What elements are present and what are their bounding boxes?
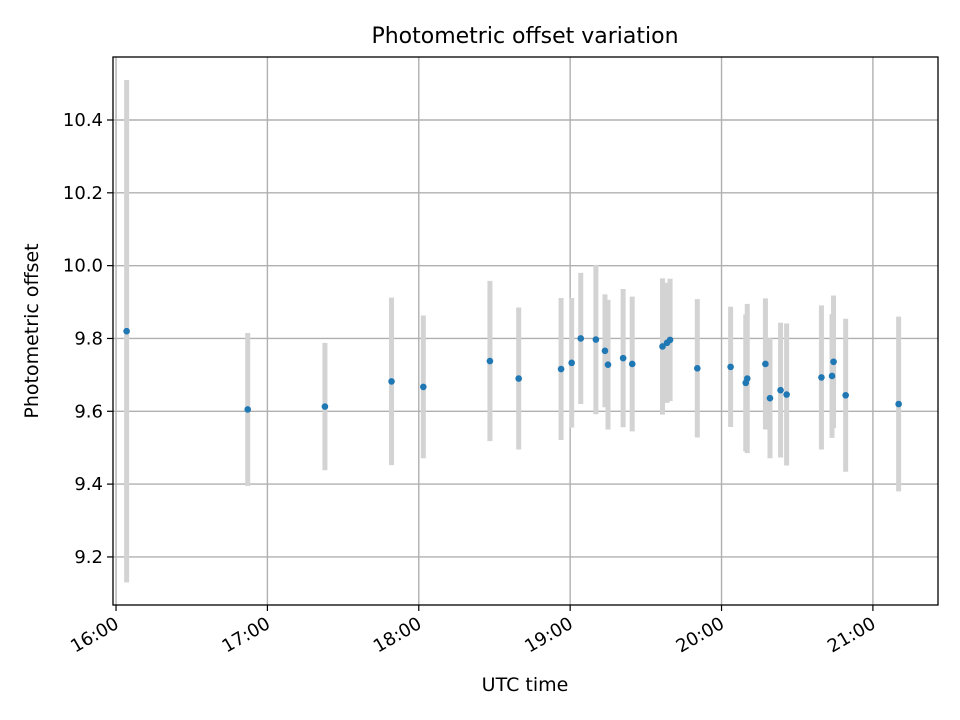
plot-frame <box>112 56 939 606</box>
chart-title: Photometric offset variation <box>371 24 678 49</box>
data-point <box>568 359 575 367</box>
y-axis-label: Photometric offset <box>21 243 43 418</box>
y-tick-label: 10.4 <box>63 110 103 131</box>
data-points <box>123 327 902 413</box>
y-tick-label: 9.2 <box>74 547 103 568</box>
data-point <box>388 378 395 385</box>
data-point <box>666 336 674 344</box>
y-tick-label: 10.2 <box>63 183 103 204</box>
data-point <box>592 336 600 343</box>
y-tick-label: 9.4 <box>74 474 103 495</box>
data-point <box>727 363 734 371</box>
y-axis: 9.2 9.4 9.6 9.8 10.0 10.2 10.4 <box>63 110 113 568</box>
y-tick-label: 9.8 <box>74 328 103 349</box>
data-point <box>895 400 902 408</box>
data-point <box>694 365 701 372</box>
data-point <box>743 375 751 382</box>
data-point <box>828 372 836 380</box>
y-tick-label: 10.0 <box>63 256 103 277</box>
data-point <box>842 391 849 399</box>
grid-lines <box>113 57 938 605</box>
data-point <box>486 357 494 365</box>
data-point <box>818 374 825 381</box>
data-point <box>783 391 790 398</box>
data-point <box>619 354 627 362</box>
data-point <box>557 365 565 373</box>
data-point <box>321 403 329 410</box>
data-point <box>762 360 769 368</box>
data-point <box>830 358 837 366</box>
data-point <box>659 343 666 350</box>
data-point <box>515 375 522 382</box>
data-point <box>420 383 427 391</box>
data-point <box>123 327 130 335</box>
data-point <box>604 361 612 368</box>
y-tick-label: 9.6 <box>74 401 103 422</box>
data-point <box>601 347 609 355</box>
data-point <box>577 335 585 342</box>
data-point <box>628 360 636 368</box>
data-point <box>244 406 252 413</box>
x-axis-label: UTC time <box>482 674 569 696</box>
data-point <box>766 394 774 402</box>
data-point <box>777 386 784 394</box>
